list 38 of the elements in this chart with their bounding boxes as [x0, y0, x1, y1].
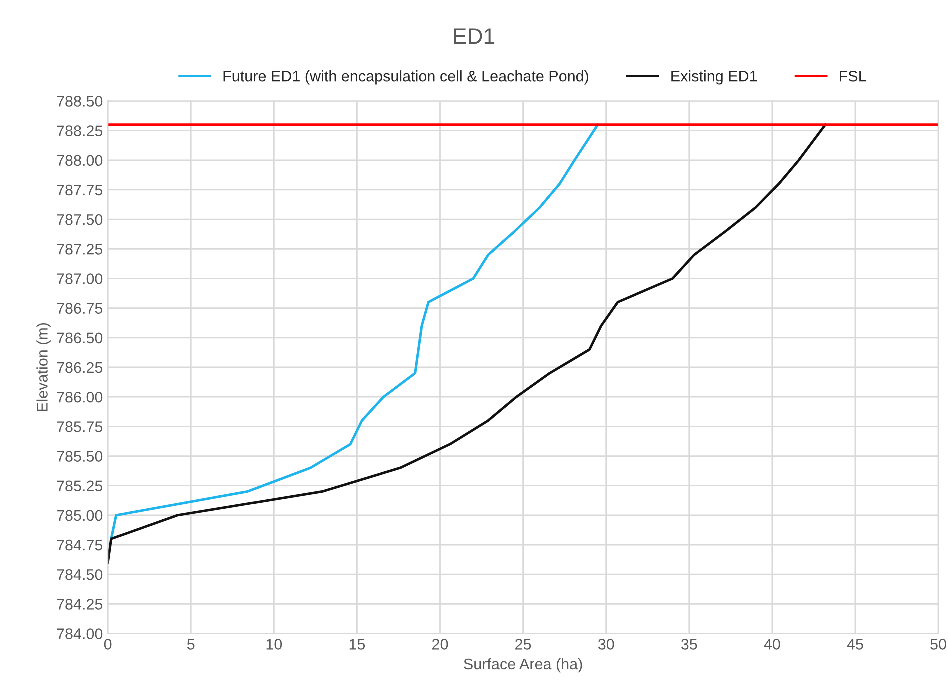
x-tick-label: 10: [266, 639, 282, 650]
legend-label: Future ED1 (with encapsulation cell & Leachate Pond): [224, 70, 588, 85]
y-tick-label: 785.00: [57, 510, 103, 522]
y-tick-label: 787.00: [57, 274, 103, 284]
y-tick-label: 784.75: [57, 540, 103, 551]
y-tick-label: 788.25: [57, 126, 103, 136]
y-tick-label: 784.50: [57, 569, 103, 580]
y-tick-label: 786.00: [57, 392, 103, 403]
y-tick-label: 787.75: [57, 184, 103, 196]
y-tick-label: 788.50: [57, 96, 103, 107]
x-tick-label: 35: [681, 639, 698, 650]
y-tick-label: 787.25: [57, 244, 103, 255]
x-tick-label: 45: [847, 639, 864, 650]
x-tick-label: 15: [350, 639, 366, 650]
y-tick-label: 786.50: [57, 332, 103, 344]
line-series: [108, 124, 827, 564]
legend-label: FSL: [840, 70, 866, 82]
chart-title: ED1: [454, 28, 495, 44]
x-axis-title: Surface Area (ha): [464, 658, 582, 673]
y-tick-label: 787.50: [57, 214, 103, 226]
y-tick-label: 784.25: [57, 599, 103, 610]
y-axis-title: Elevation (m): [36, 323, 51, 412]
x-tick-label: 40: [764, 639, 780, 650]
x-tick-label: 25: [516, 639, 532, 650]
line-series: [110, 124, 600, 540]
y-tick-label: 786.25: [57, 362, 103, 374]
x-tick-label: 0: [104, 639, 112, 650]
legend-label: Existing ED1: [672, 70, 758, 85]
x-tick-label: 5: [187, 639, 195, 650]
y-tick-label: 784.00: [57, 628, 103, 640]
y-tick-label: 788.00: [57, 155, 103, 166]
y-tick-label: 786.75: [57, 303, 103, 314]
x-tick-label: 30: [598, 639, 614, 650]
y-tick-label: 785.75: [57, 422, 103, 432]
y-tick-label: 785.50: [57, 451, 103, 462]
x-tick-label: 20: [432, 639, 448, 650]
x-tick-label: 50: [930, 639, 946, 650]
y-tick-label: 785.25: [57, 480, 103, 492]
